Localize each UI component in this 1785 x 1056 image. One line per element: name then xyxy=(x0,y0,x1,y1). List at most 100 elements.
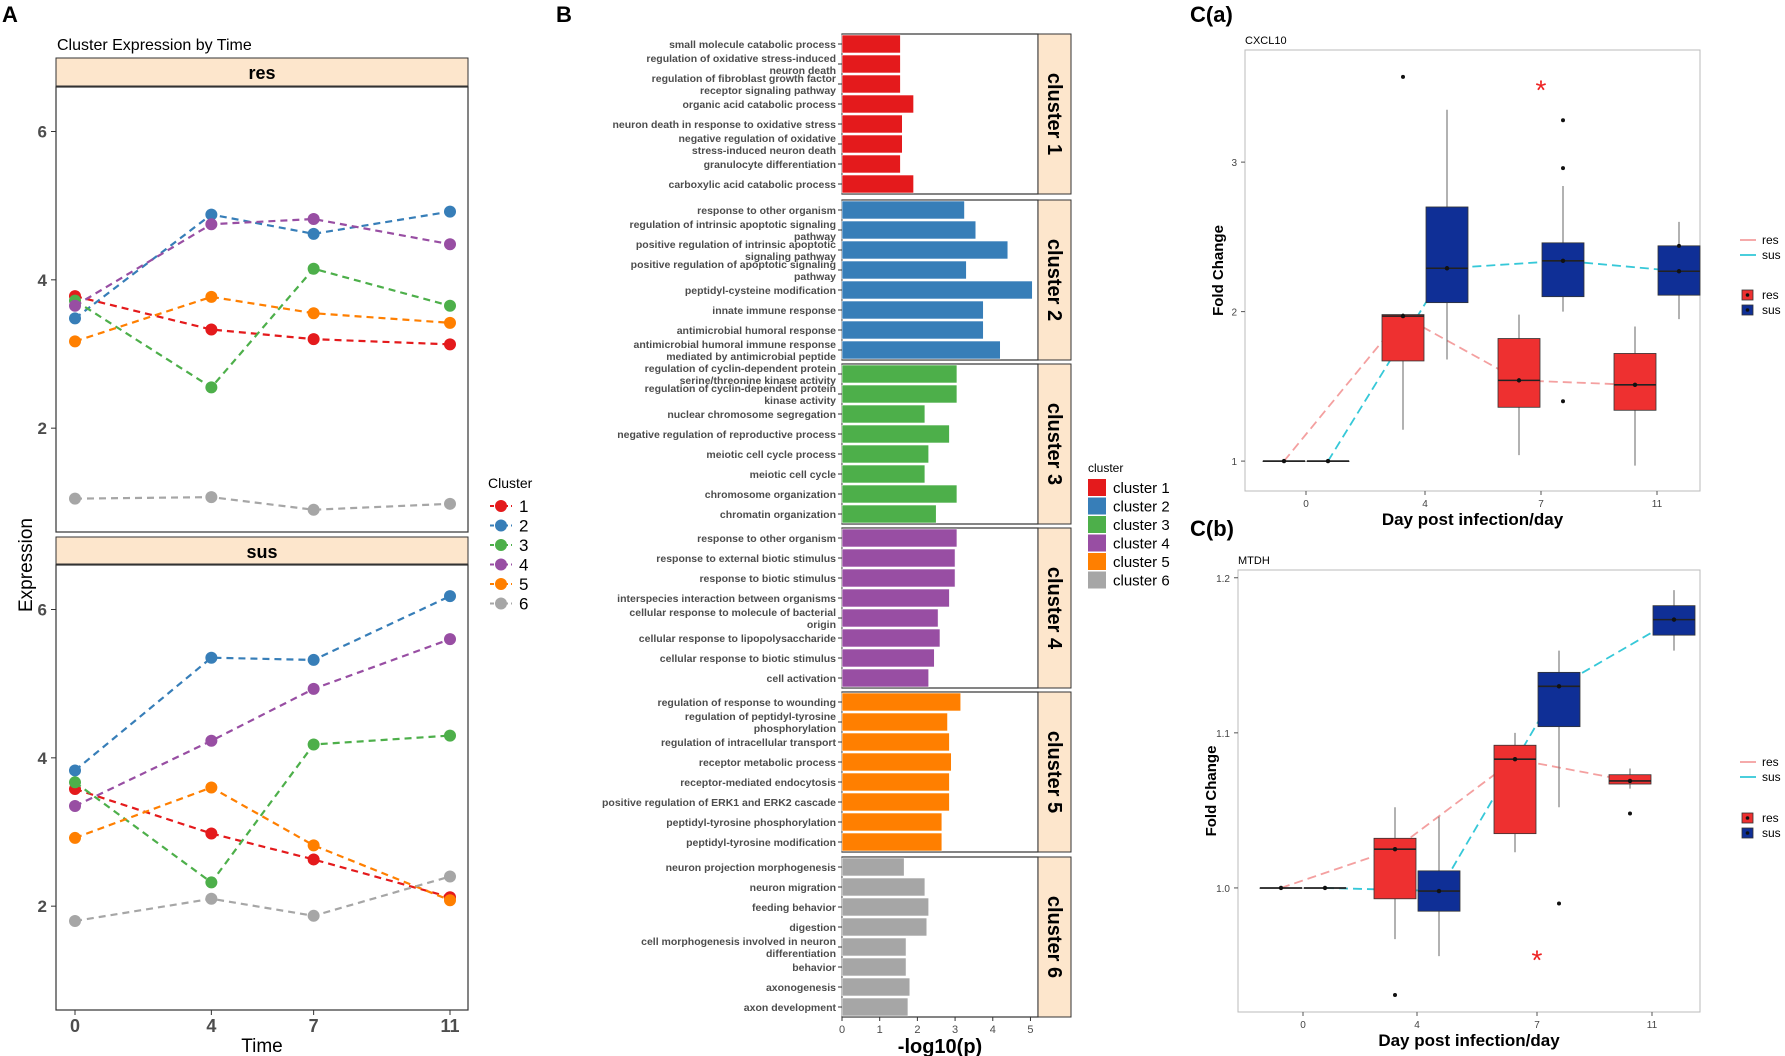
bar xyxy=(841,832,943,852)
category-label: peptidyl-cysteine modification xyxy=(685,285,836,297)
data-point xyxy=(69,492,81,505)
y-tick-label: 1.1 xyxy=(1216,729,1230,740)
legend-title: cluster xyxy=(1088,461,1123,475)
panel-a: A Cluster Expression by Time res 2 4 6 sus 2 4 6 0… xyxy=(2,2,533,1056)
category-label: positive regulation of intrinsic apoptot… xyxy=(636,239,836,263)
bar xyxy=(841,320,984,340)
data-point xyxy=(444,497,456,510)
x-tick-label: 7 xyxy=(1534,1020,1540,1031)
bar xyxy=(841,628,941,648)
bar xyxy=(841,174,914,194)
data-point xyxy=(444,238,456,251)
facet-label: res xyxy=(248,63,275,83)
panel-c-b: C(b) MTDH 1.0 1.1 1.2 0 4 7 11 Day post infection… xyxy=(1190,516,1781,1050)
outlier-point xyxy=(1557,901,1561,906)
facet-strip xyxy=(1037,363,1072,525)
bar xyxy=(841,712,948,732)
data-point xyxy=(444,870,456,883)
category-label: nuclear chromosome segregation xyxy=(667,409,836,421)
data-point xyxy=(69,312,81,325)
legend-label: res xyxy=(1762,288,1779,302)
bar xyxy=(841,568,956,588)
y-axis-label: Expression xyxy=(16,518,37,612)
mean-point xyxy=(1671,617,1677,622)
legend-label: res xyxy=(1762,233,1779,247)
data-point xyxy=(444,338,456,351)
x-axis-label: Day post infection/day xyxy=(1382,510,1564,529)
facet-strip xyxy=(1037,691,1072,853)
data-point xyxy=(69,335,81,348)
legend-label: cluster 6 xyxy=(1113,573,1170,590)
bar xyxy=(841,424,950,444)
category-label: cellular response to lipopolysaccharide xyxy=(639,633,836,645)
box-res xyxy=(1381,314,1425,362)
outlier-point xyxy=(1677,243,1681,248)
mean-point xyxy=(1632,382,1638,388)
bar xyxy=(841,240,1009,260)
legend-key-dot xyxy=(1745,816,1750,820)
legend-label: sus xyxy=(1762,248,1781,262)
mean-point xyxy=(1512,757,1518,762)
category-label: response to biotic stimulus xyxy=(699,573,836,585)
data-point xyxy=(444,205,456,218)
data-point xyxy=(205,781,218,794)
category-label: peptidyl-tyrosine phosphorylation xyxy=(666,817,836,829)
series-line-4 xyxy=(74,638,451,808)
bar xyxy=(841,200,965,220)
category-label: regulation of intrinsic apoptotic signal… xyxy=(629,219,836,243)
bar xyxy=(841,917,928,937)
gene-subtitle: MTDH xyxy=(1238,555,1270,567)
outlier-point xyxy=(1628,811,1632,816)
category-label: meiotic cell cycle xyxy=(750,469,837,481)
mean-point xyxy=(1325,458,1331,464)
data-point xyxy=(307,227,320,240)
series-line-3 xyxy=(74,734,451,884)
bar xyxy=(841,444,929,464)
data-point xyxy=(307,682,320,695)
y-tick-label: 1 xyxy=(1231,457,1237,468)
bar xyxy=(841,154,901,174)
legend-key-dot xyxy=(495,539,507,551)
y-tick-label: 6 xyxy=(38,601,47,620)
mean-point xyxy=(1516,378,1522,383)
bar xyxy=(841,528,958,548)
category-label: neuron migration xyxy=(750,882,836,894)
bar xyxy=(841,484,958,504)
data-point xyxy=(205,892,218,905)
mean-point xyxy=(1627,778,1633,784)
bar xyxy=(841,588,950,608)
data-point xyxy=(307,503,320,516)
x-axis-label: Time xyxy=(241,1036,283,1056)
legend-title: Cluster xyxy=(488,475,533,491)
y-tick-label: 2 xyxy=(38,897,47,916)
category-label: regulation of oxidative stress-induced ne… xyxy=(646,53,836,77)
category-label: receptor-mediated endocytosis xyxy=(680,777,836,789)
category-label: granulocyte differentiation xyxy=(704,159,836,171)
category-label: positive regulation of apoptotic signali… xyxy=(631,259,836,283)
panel-letter: C(a) xyxy=(1190,2,1233,27)
category-label: behavior xyxy=(792,962,836,974)
data-point xyxy=(69,764,81,777)
bar xyxy=(841,74,901,94)
panel-a-title: Cluster Expression by Time xyxy=(57,37,252,54)
bar xyxy=(841,464,926,484)
legend-label: cluster 1 xyxy=(1113,480,1170,497)
x-tick-label: 7 xyxy=(309,1016,319,1036)
bar xyxy=(841,134,903,154)
y-tick-label: 1.2 xyxy=(1216,574,1230,585)
category-label: response to external biotic stimulus xyxy=(656,553,836,565)
gene-subtitle: CXCL10 xyxy=(1245,35,1287,47)
x-tick-label: 5 xyxy=(1027,1024,1033,1036)
facet-strip xyxy=(55,536,469,565)
series-line-4 xyxy=(74,217,451,307)
y-tick-label: 1.0 xyxy=(1216,884,1230,895)
x-tick-label: 0 xyxy=(1303,499,1309,510)
bar xyxy=(841,857,905,877)
series-line-1 xyxy=(74,787,451,899)
category-label: digestion xyxy=(789,922,836,934)
data-point xyxy=(307,909,320,922)
category-label: neuron projection morphogenesis xyxy=(666,862,837,874)
facet-strip xyxy=(1037,527,1072,689)
category-label: neuron death in response to oxidative st… xyxy=(613,119,837,131)
